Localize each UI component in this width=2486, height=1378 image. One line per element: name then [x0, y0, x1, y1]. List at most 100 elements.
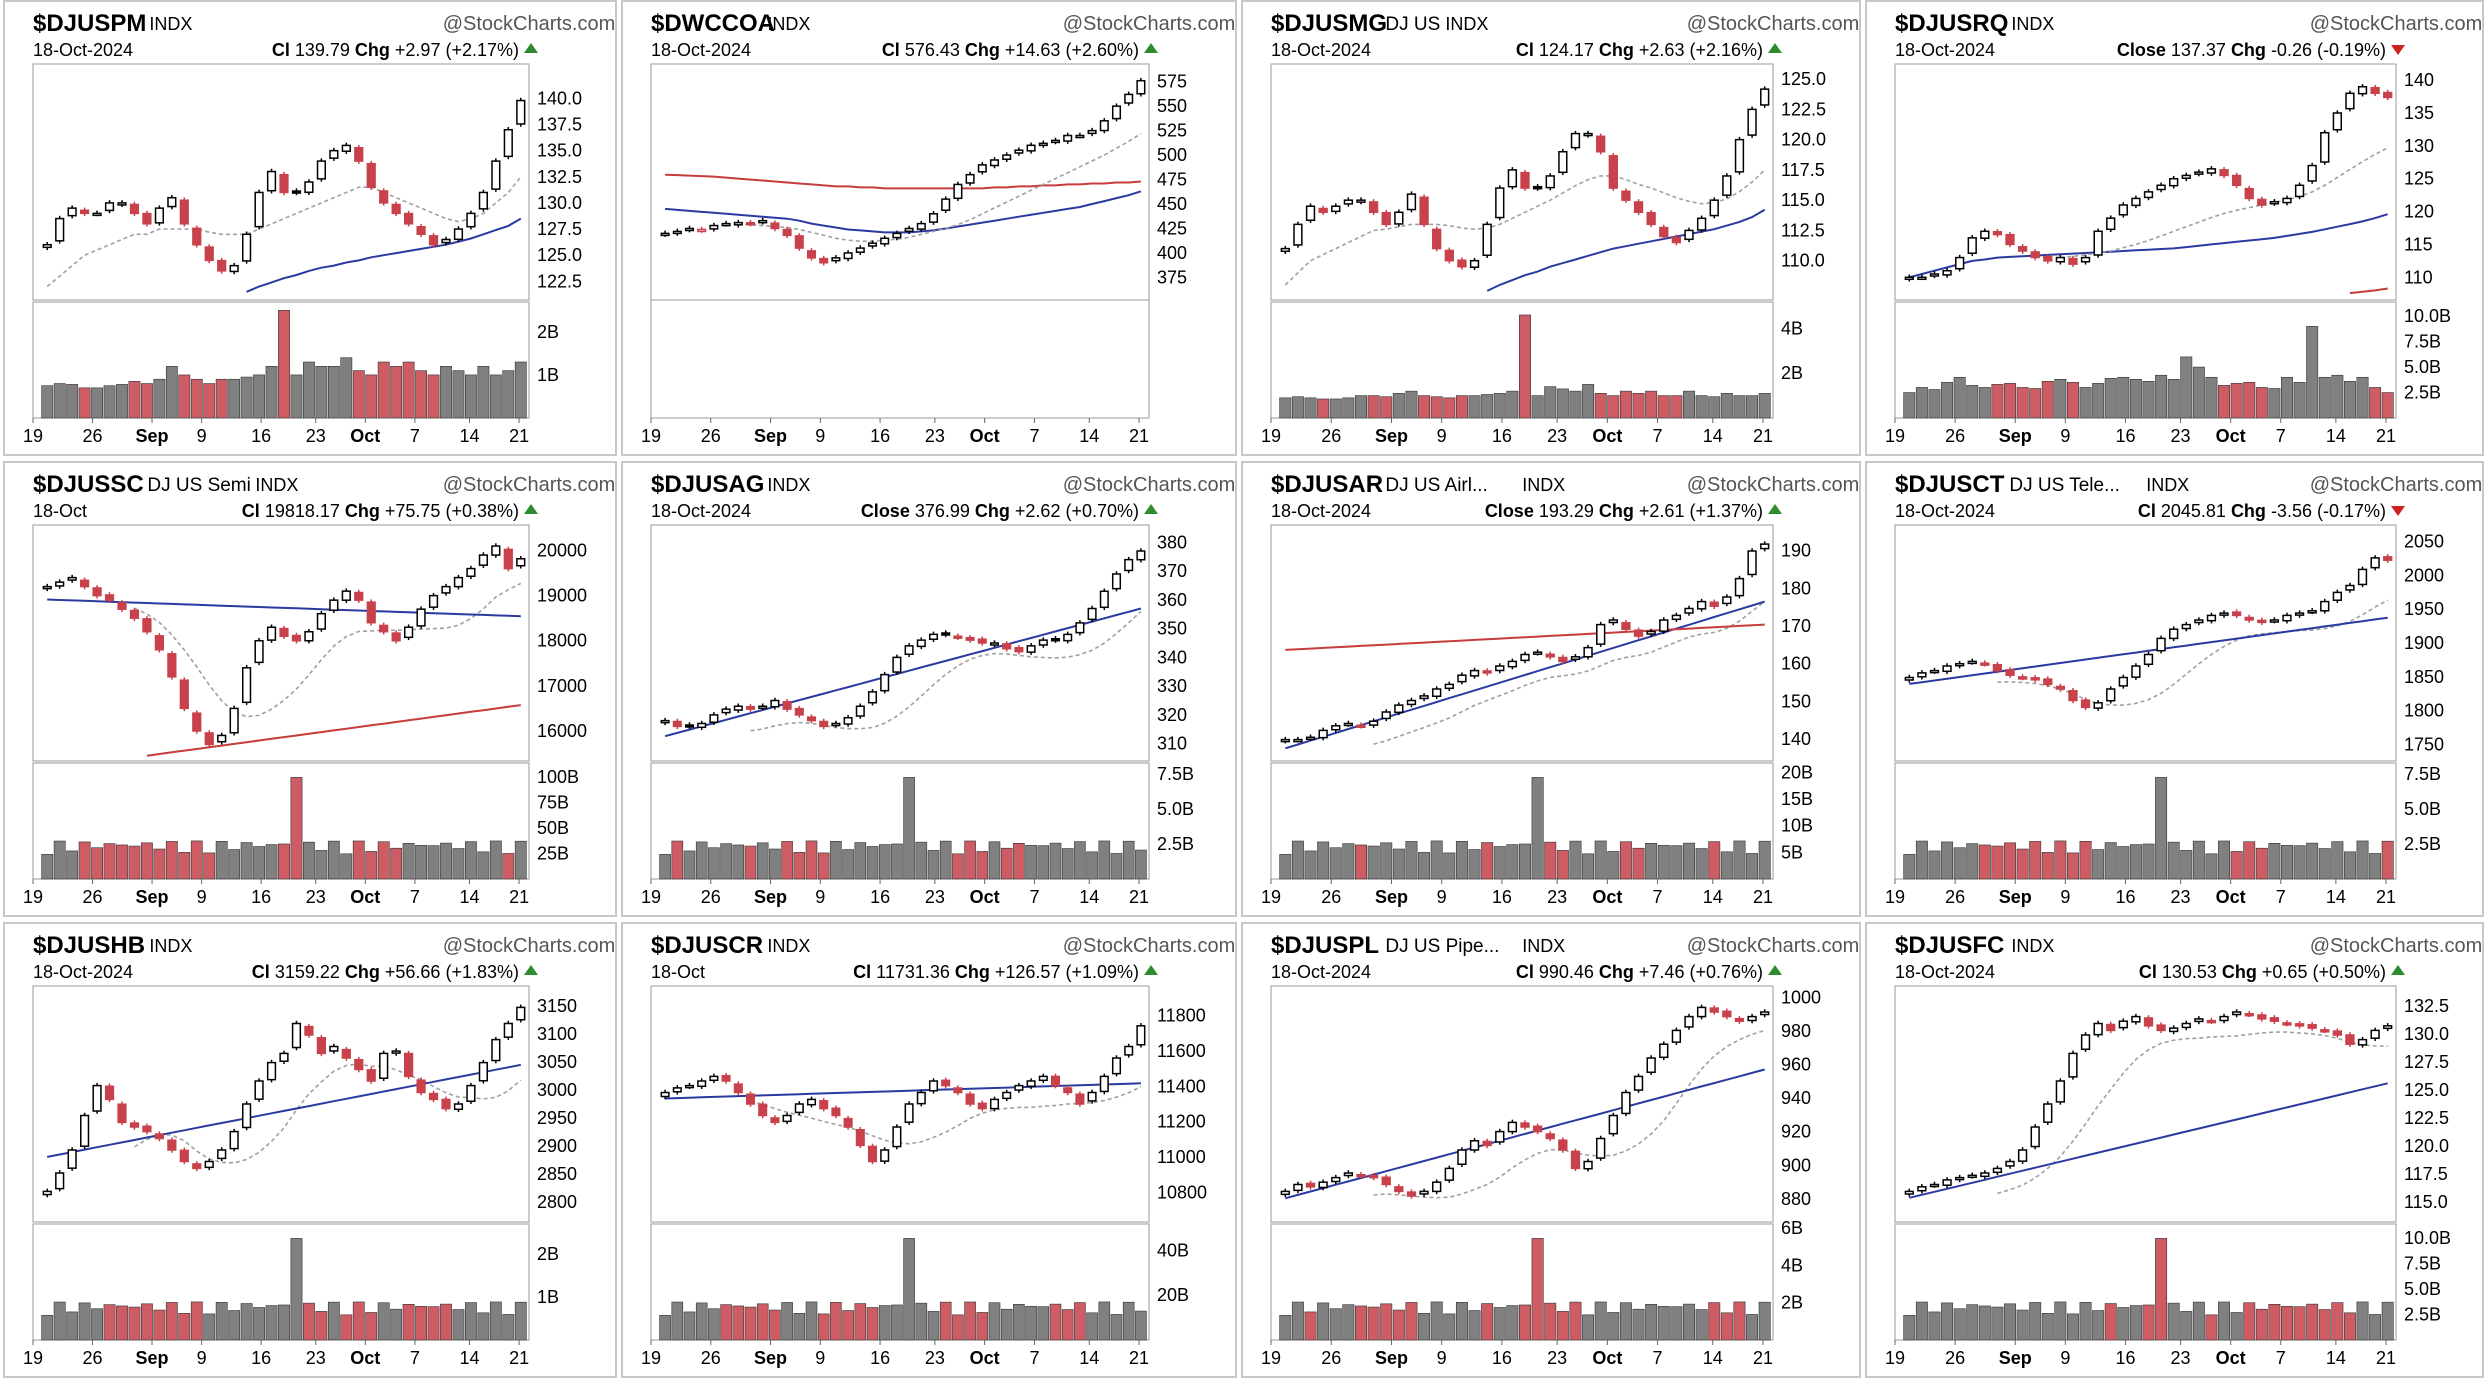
description-label: DJ US Tele...	[2009, 475, 2120, 496]
y-tick-label: 575	[1157, 72, 1187, 92]
volume-bar	[964, 840, 976, 880]
volume-bar	[1430, 396, 1443, 419]
exchange-label: INDX	[767, 14, 810, 34]
chart-panel-djusfc[interactable]: $DJUSFC INDX @StockCharts.com 18-Oct-2024 Cl…	[1865, 922, 2484, 1378]
volume-bar	[756, 1303, 769, 1341]
candle	[379, 190, 389, 204]
candle	[503, 1022, 513, 1038]
chart-panel-dwccoa[interactable]: $DWCCOA INDX @StockCharts.com 18-Oct-2024 Cl…	[621, 0, 1237, 456]
chart-panel-djusct[interactable]: $DJUSCT DJ US Tele... INDX @StockCharts.com…	[1865, 461, 2484, 917]
volume-bar	[2268, 1304, 2281, 1341]
candle	[242, 1103, 252, 1129]
candle	[1002, 154, 1012, 160]
volume-bar	[1531, 777, 1544, 880]
volume-bar	[1657, 395, 1670, 419]
x-tick-label: Oct	[350, 426, 380, 446]
volume-bar	[1355, 844, 1367, 880]
volume-bar	[1329, 1308, 1342, 1341]
candle	[1929, 1183, 1940, 1188]
volume-bar	[2306, 326, 2319, 419]
volume-bar	[1569, 840, 1582, 880]
candle	[1318, 207, 1328, 214]
moving-average-line	[1997, 1031, 2388, 1195]
volume-bar	[290, 1238, 303, 1341]
chart-panel-djuspl[interactable]: $DJUSPL DJ US Pipe... INDX @StockCharts.com…	[1241, 922, 1861, 1378]
exchange-label: INDX	[2011, 936, 2054, 956]
x-tick-label: 23	[306, 887, 326, 907]
candle	[1545, 653, 1555, 658]
price-info: Cl 990.46 Chg +7.46 (+0.76%)	[1516, 962, 1763, 982]
x-tick-label: 9	[1437, 887, 1447, 907]
candle	[1545, 1133, 1555, 1140]
x-tick-label: Oct	[1592, 426, 1622, 446]
chart-panel-djusmg[interactable]: $DJUSMG DJ US INDX @StockCharts.com 18-Oct-2…	[1241, 0, 1861, 456]
candle	[660, 1091, 670, 1098]
volume-bar	[683, 1311, 696, 1341]
chart-panel-djushb[interactable]: $DJUSHB INDX @StockCharts.com 18-Oct-2024 Cl…	[3, 922, 617, 1378]
volume-bar	[1903, 392, 1916, 419]
moving-average-line	[46, 176, 522, 288]
volume-bar	[452, 848, 465, 880]
volume-bar	[1966, 1304, 1979, 1341]
volume-bar	[2230, 1312, 2243, 1341]
x-tick-label: 26	[1945, 1348, 1965, 1368]
candle	[2043, 1103, 2053, 1123]
volume-bar	[489, 1301, 502, 1341]
volume-tick-label: 2B	[537, 322, 559, 342]
volume-bar	[2016, 387, 2029, 419]
volume-bar	[165, 841, 178, 880]
volume-bar	[988, 841, 1001, 880]
date-label: 18-Oct-2024	[1271, 501, 1371, 521]
volume-bar	[2092, 849, 2105, 880]
candle	[2181, 1022, 2191, 1029]
volume-bar	[2117, 1307, 2130, 1341]
volume-bar	[1049, 842, 1062, 880]
x-tick-label: Oct	[1592, 887, 1622, 907]
volume-bar	[1733, 1301, 1746, 1341]
candle	[916, 222, 926, 230]
candle	[1050, 139, 1061, 144]
volume-bar	[2306, 842, 2319, 880]
x-tick-label: Oct	[970, 887, 1000, 907]
chart-panel-djusag[interactable]: $DJUSAG INDX @StockCharts.com 18-Oct-2024 Cl…	[621, 461, 1237, 917]
y-tick-label: 18000	[537, 631, 587, 651]
candle	[2068, 1052, 2078, 1078]
volume-bar	[744, 1306, 757, 1341]
candle	[2219, 1015, 2229, 1022]
y-tick-label: 920	[1781, 1122, 1811, 1142]
candle	[154, 635, 164, 651]
candle	[2106, 688, 2116, 702]
candle	[1747, 1015, 1757, 1022]
volume-bar	[1594, 1301, 1607, 1341]
volume-bar	[153, 1309, 166, 1341]
x-tick-label: Sep	[754, 887, 787, 907]
chart-panel-djuscr[interactable]: $DJUSCR INDX @StockCharts.com 18-Oct Cl 1173…	[621, 922, 1237, 1378]
candle	[1124, 93, 1134, 104]
volume-bar	[1746, 1314, 1759, 1341]
volume-bar	[203, 1313, 216, 1341]
volume-bar	[514, 361, 527, 419]
x-tick-label: 14	[459, 426, 479, 446]
chart-panel-djussc[interactable]: $DJUSSC DJ US Semi INDX @StockCharts.com 18-…	[3, 461, 617, 917]
candle	[1734, 577, 1745, 597]
volume-bar	[1746, 395, 1759, 419]
candle	[379, 624, 389, 633]
chart-panel-djuspm[interactable]: $DJUSPM INDX @StockCharts.com 18-Oct-2024 Cl…	[3, 0, 617, 456]
y-tick-label: 190	[1781, 541, 1811, 561]
candle	[1583, 132, 1593, 137]
candle	[965, 173, 975, 184]
volume-bar	[2255, 847, 2268, 880]
x-tick-label: 14	[1079, 887, 1099, 907]
x-tick-label: 7	[2276, 426, 2286, 446]
chart-panel-djusar[interactable]: $DJUSAR DJ US Airl... INDX @StockCharts.com…	[1241, 461, 1861, 917]
candle	[1696, 600, 1707, 610]
volume-bar	[253, 846, 265, 880]
candle	[2345, 584, 2355, 591]
volume-bar	[915, 1302, 928, 1341]
candle	[1038, 639, 1048, 646]
candle	[167, 1139, 177, 1151]
volume-bar	[1122, 1301, 1135, 1341]
candle	[341, 1048, 351, 1059]
candle	[279, 1052, 289, 1062]
chart-panel-djusrq[interactable]: $DJUSRQ INDX @StockCharts.com 18-Oct-2024 Cl…	[1865, 0, 2484, 456]
